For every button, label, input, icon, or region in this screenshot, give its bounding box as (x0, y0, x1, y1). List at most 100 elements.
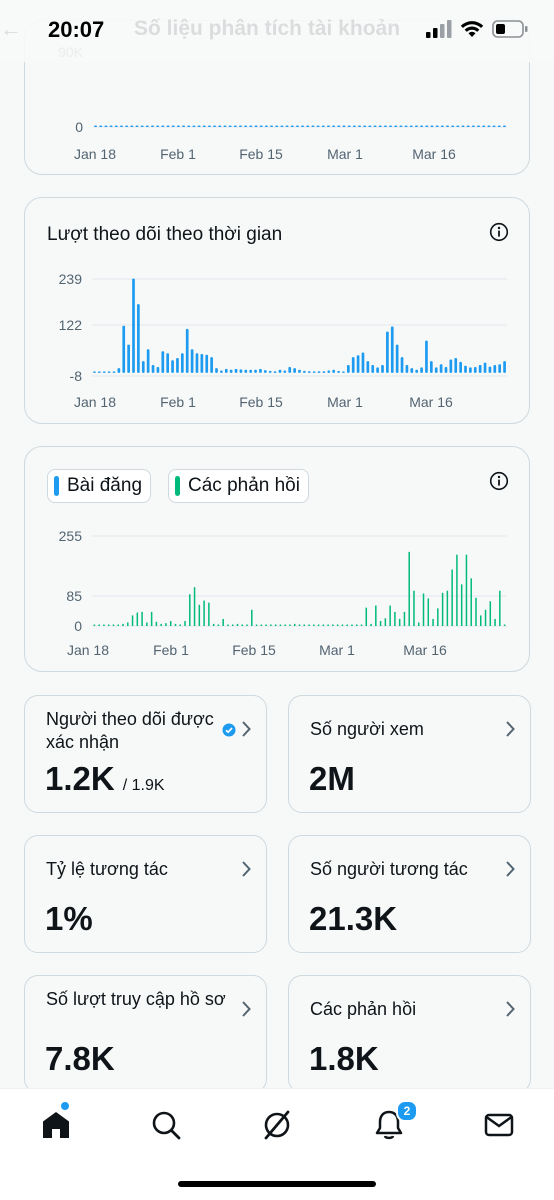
chart-bar (254, 369, 257, 373)
home-unread-dot (61, 1102, 69, 1110)
chart-bar (259, 368, 262, 373)
chart-bar (398, 618, 401, 626)
info-icon[interactable] (489, 471, 509, 491)
chart-bar (451, 125, 455, 127)
chart-bar (409, 125, 413, 127)
followers-chart-title: Lượt theo dõi theo thời gian (47, 224, 283, 245)
chart-bar (122, 325, 126, 373)
stat-engaged-users[interactable]: Số người tương tác 21.3K (288, 835, 531, 953)
chart-bar (263, 370, 267, 373)
chart-bar (109, 125, 113, 127)
chevron-right-icon (506, 1001, 515, 1017)
chart-bar (117, 624, 119, 626)
chart-bar (415, 369, 419, 373)
chart-bar (332, 125, 336, 127)
mail-icon[interactable] (481, 1107, 517, 1143)
chart-bar (288, 366, 292, 373)
stat-verified-followers[interactable]: Người theo dõi được xác nhận 1.2K / 1.9K (24, 695, 267, 813)
chart-bar (499, 590, 501, 626)
chevron-right-icon (506, 721, 515, 737)
chart-bar (375, 605, 377, 626)
chart-bar (236, 623, 239, 626)
chart-bar (303, 624, 306, 626)
legend-replies[interactable]: Các phản hồi (168, 469, 309, 503)
chart-bar (454, 357, 458, 373)
signal-icon (426, 20, 452, 38)
chart-bar (478, 365, 482, 373)
stat-value: 2M (309, 760, 355, 797)
chart-bar (187, 125, 191, 127)
chart-bar (312, 371, 316, 373)
chart-bar (244, 369, 248, 373)
stat-label: Số lượt truy cập hồ sơ (46, 989, 226, 1009)
legend-replies-swatch (175, 476, 180, 496)
legend-posts[interactable]: Bài đăng (47, 469, 152, 503)
chart-bar (182, 125, 185, 127)
grok-icon[interactable] (259, 1107, 295, 1143)
search-icon[interactable] (148, 1107, 184, 1143)
chart-bar (465, 554, 468, 626)
chart-bar (383, 125, 387, 127)
chart-bar (107, 371, 111, 373)
chart-bar (169, 621, 172, 626)
followers-chart: 239 122 -8 Jan 18 Feb 1 Feb 15 Mar 1 Mar 16 (59, 271, 507, 410)
chart-bar (289, 624, 291, 626)
back-arrow-icon[interactable]: ← (0, 16, 22, 41)
home-icon[interactable] (38, 1107, 74, 1143)
posts-replies-chart-card: Bài đăng Các phản hồi 255 85 0 Jan 18 Feb 1 F… (24, 446, 530, 672)
chart-bar (150, 611, 153, 626)
chart-bar (166, 353, 170, 373)
chart-bar (202, 125, 206, 127)
chart-bar (102, 371, 106, 373)
chart-bar (155, 621, 158, 626)
chart-bar (145, 125, 149, 127)
chart-bar (446, 125, 449, 127)
chart-bar (346, 624, 348, 626)
chart-bar (268, 370, 272, 373)
chart-bar (135, 125, 139, 127)
chart-bar (404, 125, 408, 127)
chart-bar (265, 624, 267, 626)
chart-bar (464, 365, 467, 373)
chart-bar (171, 125, 175, 127)
chart-bar (456, 554, 458, 626)
chart-bar (368, 125, 372, 127)
x-tick-label: Mar 16 (412, 146, 456, 162)
chart-bar (284, 624, 286, 626)
battery-icon (492, 20, 528, 38)
chart-bar (160, 623, 162, 626)
chart-bar (195, 353, 199, 373)
chart-bar (97, 371, 101, 373)
chart-bar (434, 367, 438, 373)
stat-replies[interactable]: Các phản hồi 1.8K (288, 975, 531, 1093)
followers-chart-card: Lượt theo dõi theo thời gian 239 122 -8 Jan… (24, 197, 530, 424)
info-icon[interactable] (489, 222, 509, 242)
bell-icon[interactable] (371, 1107, 407, 1143)
chart-bar (223, 125, 227, 127)
chart-bar (360, 624, 363, 626)
x-tick-label: Mar 1 (327, 146, 363, 162)
chart-bar (503, 624, 506, 626)
chart-bar (249, 125, 253, 127)
stat-label: Số người xem (310, 719, 424, 739)
chart-bar (477, 125, 480, 127)
chart-bar (205, 354, 209, 373)
chart-bar (176, 125, 180, 127)
chart-bar (279, 624, 282, 626)
chart-bar (246, 624, 248, 626)
chart-bar (389, 125, 392, 127)
y-tick-label: 85 (66, 588, 82, 604)
chart-bar (336, 624, 339, 626)
wifi-icon (460, 21, 484, 37)
chart-bar (203, 600, 205, 626)
legend-replies-label: Các phản hồi (188, 475, 300, 496)
chart-bar (466, 125, 470, 127)
chart-bar (112, 624, 115, 626)
stat-engagement-rate[interactable]: Tỷ lệ tương tác 1% (24, 835, 267, 953)
x-tick-label: Jan 18 (74, 394, 116, 410)
stat-viewers[interactable]: Số người xem 2M (288, 695, 531, 813)
chart-bar (316, 125, 320, 127)
chart-bar (94, 125, 98, 127)
stat-profile-visits[interactable]: Số lượt truy cập hồ sơ 7.8K (24, 975, 267, 1093)
chart-bar (249, 369, 253, 373)
